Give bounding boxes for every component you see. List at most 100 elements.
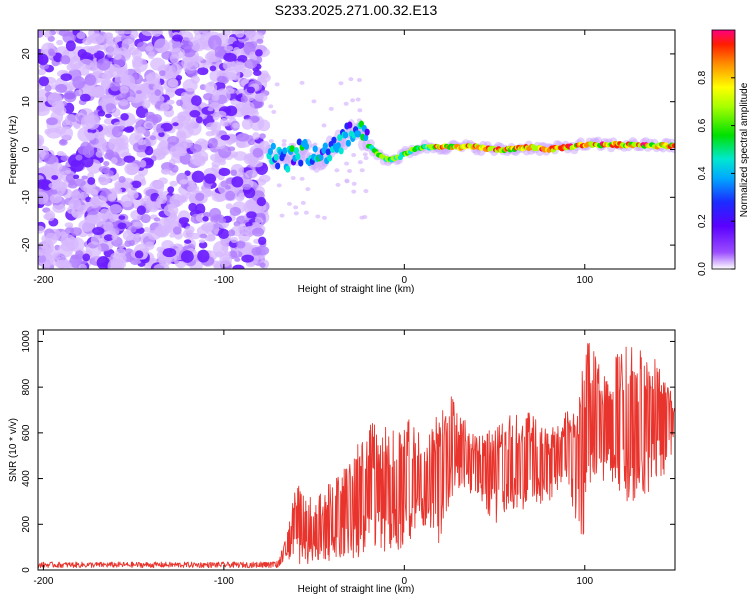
noise-blob xyxy=(109,213,121,223)
noise-blob xyxy=(344,178,350,183)
noise-blob xyxy=(107,193,117,202)
noise-blob xyxy=(281,142,287,147)
noise-blob xyxy=(257,119,271,132)
noise-blob xyxy=(299,80,305,85)
noise-blob xyxy=(81,175,89,180)
ridge-point xyxy=(270,142,276,150)
noise-blob xyxy=(254,93,268,102)
noise-blob xyxy=(143,121,155,130)
noise-blob xyxy=(86,132,96,141)
snr-xtick-label: -200 xyxy=(33,576,53,587)
snr-ytick-label: 800 xyxy=(21,378,32,395)
noise-blob xyxy=(44,232,58,245)
colorbar-frame xyxy=(711,29,736,270)
noise-blob xyxy=(180,92,189,101)
colorbar-tick-label: 0.4 xyxy=(697,166,708,180)
noise-blob xyxy=(151,30,162,37)
spectrogram-xtick-label: -100 xyxy=(214,275,234,286)
noise-blob xyxy=(279,213,285,218)
noise-blob xyxy=(219,117,229,127)
colorbar-tick-label: 0.0 xyxy=(697,262,708,276)
noise-blob xyxy=(38,191,49,205)
noise-blob xyxy=(259,133,266,140)
noise-blob xyxy=(244,30,257,38)
noise-blob xyxy=(152,84,160,91)
noise-blob xyxy=(48,182,55,189)
noise-blob xyxy=(43,153,57,165)
noise-blob xyxy=(248,51,257,60)
noise-blob xyxy=(154,38,170,53)
noise-blob xyxy=(131,191,139,199)
noise-blob xyxy=(224,45,234,52)
noise-blob xyxy=(60,234,76,247)
noise-blob xyxy=(252,147,264,158)
noise-blob xyxy=(225,190,236,201)
noise-blob xyxy=(79,93,91,102)
noise-blob xyxy=(362,152,368,157)
noise-blob xyxy=(218,217,227,224)
snr-frame xyxy=(37,329,676,571)
noise-blob xyxy=(118,176,126,183)
noise-blob xyxy=(38,105,50,117)
noise-blob xyxy=(236,133,250,142)
noise-blob xyxy=(252,132,260,140)
noise-blob xyxy=(228,229,236,237)
noise-blob xyxy=(140,198,149,204)
noise-blob xyxy=(92,226,105,236)
noise-blob xyxy=(351,189,357,194)
noise-blob xyxy=(232,122,240,129)
noise-blob xyxy=(139,160,147,168)
noise-blob xyxy=(69,255,83,269)
noise-blob xyxy=(169,145,184,157)
noise-blob xyxy=(274,82,280,87)
noise-blob xyxy=(101,78,113,90)
noise-blob xyxy=(259,262,266,268)
noise-blob xyxy=(158,217,171,231)
noise-blob xyxy=(328,106,334,111)
noise-blob xyxy=(230,236,239,244)
noise-blob xyxy=(160,122,173,132)
noise-blob xyxy=(119,85,129,94)
colorbar-label: Normalized spectral amplitude xyxy=(739,82,750,217)
noise-blob xyxy=(202,216,209,222)
noise-blob xyxy=(48,48,55,56)
noise-blob xyxy=(38,30,44,38)
noise-blob xyxy=(195,192,205,202)
noise-blob xyxy=(93,44,101,50)
noise-blob xyxy=(150,98,157,106)
noise-blob xyxy=(230,169,238,176)
noise-blob xyxy=(321,123,327,128)
noise-blob xyxy=(125,125,135,132)
spectrogram-xtick-label: -200 xyxy=(33,275,53,286)
noise-blob xyxy=(357,108,363,113)
noise-blob xyxy=(90,188,98,195)
noise-blob xyxy=(161,168,171,175)
noise-blob xyxy=(271,109,277,114)
noise-blob xyxy=(256,196,266,207)
noise-blob xyxy=(136,205,146,215)
noise-blob xyxy=(85,214,99,224)
noise-blob xyxy=(46,117,58,126)
noise-blob xyxy=(68,182,78,189)
noise-blob xyxy=(234,257,241,262)
snr-xlabel: Height of straight line (km) xyxy=(298,584,415,595)
ridge-point xyxy=(318,153,324,161)
noise-blob xyxy=(64,222,74,228)
noise-blob xyxy=(124,240,132,248)
noise-blob xyxy=(233,221,241,227)
spectrogram-ytick-label: -10 xyxy=(21,190,32,205)
noise-blob xyxy=(335,182,341,187)
noise-blob xyxy=(338,81,344,86)
noise-blob xyxy=(214,52,223,58)
noise-blob xyxy=(71,190,81,201)
noise-blob xyxy=(169,194,184,208)
ridge-point xyxy=(342,131,349,139)
noise-blob xyxy=(103,221,114,232)
noise-blob xyxy=(362,215,368,220)
ridge-point xyxy=(282,147,288,155)
noise-blob xyxy=(233,151,248,161)
noise-blob xyxy=(43,30,52,38)
noise-blob xyxy=(147,51,155,60)
noise-blob xyxy=(68,198,82,211)
ridge-point xyxy=(327,154,333,162)
